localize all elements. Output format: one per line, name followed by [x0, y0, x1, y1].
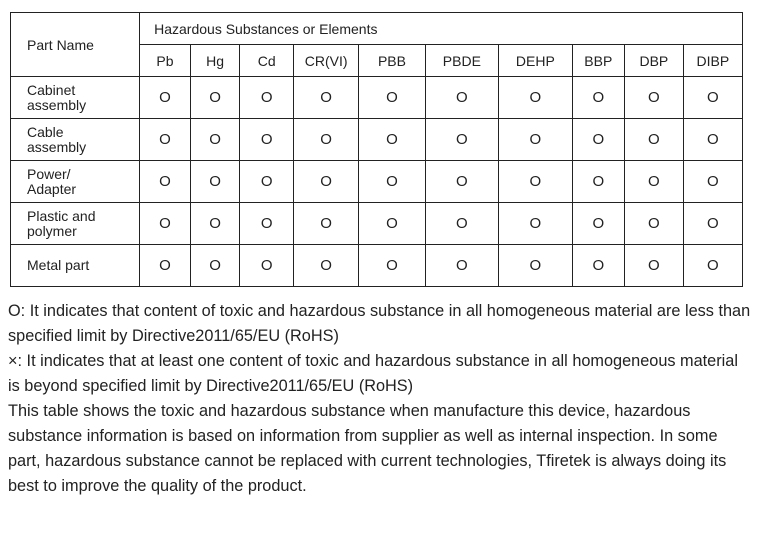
part-name-line: assembly: [27, 138, 87, 155]
note-disclaimer: This table shows the toxic and hazardous…: [8, 402, 727, 495]
substance-value-cell: O: [239, 202, 294, 245]
table-row: Metal part O O O O O O O O O O: [9, 244, 744, 287]
part-name-line: Adapter: [27, 180, 77, 197]
substance-value-cell: O: [571, 202, 625, 245]
substance-value-cell: O: [239, 244, 294, 287]
table-row: Power/Adapter O O O O O O O O O O: [9, 160, 744, 203]
substance-value-cell: O: [498, 244, 573, 287]
part-name-line: Power/: [27, 165, 71, 182]
hazardous-substances-table: Part Name Hazardous Substances or Elemen…: [9, 12, 744, 287]
column-header-bbp: BBP: [571, 44, 625, 77]
substance-value-cell: O: [358, 202, 426, 245]
substance-value-cell: O: [424, 118, 500, 161]
substance-value-cell: O: [189, 118, 241, 161]
substance-value-cell: O: [682, 244, 744, 287]
substance-value-cell: O: [139, 244, 191, 287]
substance-value-cell: O: [682, 118, 744, 161]
substance-value-cell: O: [623, 160, 684, 203]
substance-value-cell: O: [139, 160, 191, 203]
note-noncompliant: ×: It indicates that at least one conten…: [8, 352, 738, 395]
substance-value-cell: O: [424, 244, 500, 287]
substance-value-cell: O: [139, 202, 191, 245]
column-header-dehp: DEHP: [498, 44, 573, 77]
substance-value-cell: O: [189, 160, 241, 203]
column-header-pb: Pb: [139, 44, 191, 77]
column-header-cd: Cd: [239, 44, 294, 77]
substance-value-cell: O: [571, 160, 625, 203]
substance-value-cell: O: [498, 202, 573, 245]
substance-value-cell: O: [623, 244, 684, 287]
substance-value-cell: O: [682, 202, 744, 245]
note-compliant: O: It indicates that content of toxic an…: [8, 302, 751, 345]
part-name-cell: Metal part: [9, 244, 141, 287]
substance-value-cell: O: [292, 118, 360, 161]
substance-value-cell: O: [682, 76, 744, 119]
part-name-cell: Plastic and polymer: [9, 202, 141, 245]
substance-value-cell: O: [358, 118, 426, 161]
part-name-line: polymer: [27, 222, 77, 239]
substance-value-cell: O: [424, 76, 500, 119]
part-name-line: Plastic and: [27, 207, 96, 224]
substance-value-cell: O: [498, 118, 573, 161]
substance-value-cell: O: [571, 76, 625, 119]
substance-value-cell: O: [358, 160, 426, 203]
substance-value-cell: O: [498, 76, 573, 119]
part-name-cell: Cabinet assembly: [9, 76, 141, 119]
part-name-cell: Cable assembly: [9, 118, 141, 161]
substance-value-cell: O: [239, 118, 294, 161]
column-header-dbp: DBP: [623, 44, 684, 77]
part-name-line: Metal part: [27, 257, 90, 273]
substance-value-cell: O: [139, 118, 191, 161]
table-row: Plastic and polymer O O O O O O O O O O: [9, 202, 744, 245]
substances-group-header: Hazardous Substances or Elements: [139, 12, 743, 45]
notes: O: It indicates that content of toxic an…: [8, 299, 753, 499]
part-name-line: Cabinet: [27, 81, 76, 98]
substance-value-cell: O: [239, 160, 294, 203]
substance-value-cell: O: [292, 160, 360, 203]
substance-value-cell: O: [682, 160, 744, 203]
column-header-hg: Hg: [189, 44, 241, 77]
substance-value-cell: O: [571, 118, 625, 161]
substance-value-cell: O: [571, 244, 625, 287]
substance-value-cell: O: [424, 202, 500, 245]
substance-value-cell: O: [424, 160, 500, 203]
substance-value-cell: O: [623, 118, 684, 161]
column-header-pbb: PBB: [358, 44, 426, 77]
table-row: Cabinet assembly O O O O O O O O O O: [9, 76, 744, 119]
substance-value-cell: O: [189, 202, 241, 245]
substance-value-cell: O: [292, 76, 360, 119]
substance-value-cell: O: [189, 76, 241, 119]
table-row: Cable assembly O O O O O O O O O O: [9, 118, 744, 161]
substance-value-cell: O: [189, 244, 241, 287]
substance-value-cell: O: [358, 244, 426, 287]
column-header-crvi: CR(VI): [292, 44, 360, 77]
part-name-header: Part Name: [9, 12, 141, 77]
substance-value-cell: O: [623, 202, 684, 245]
column-header-dibp: DIBP: [682, 44, 744, 77]
substance-value-cell: O: [239, 76, 294, 119]
part-name-cell: Power/Adapter: [9, 160, 141, 203]
part-name-line: Cable: [27, 123, 64, 140]
substance-value-cell: O: [292, 202, 360, 245]
part-name-line: assembly: [27, 96, 87, 113]
substance-value-cell: O: [139, 76, 191, 119]
substance-value-cell: O: [358, 76, 426, 119]
substance-value-cell: O: [498, 160, 573, 203]
substance-value-cell: O: [623, 76, 684, 119]
substance-value-cell: O: [292, 244, 360, 287]
column-header-pbde: PBDE: [424, 44, 500, 77]
